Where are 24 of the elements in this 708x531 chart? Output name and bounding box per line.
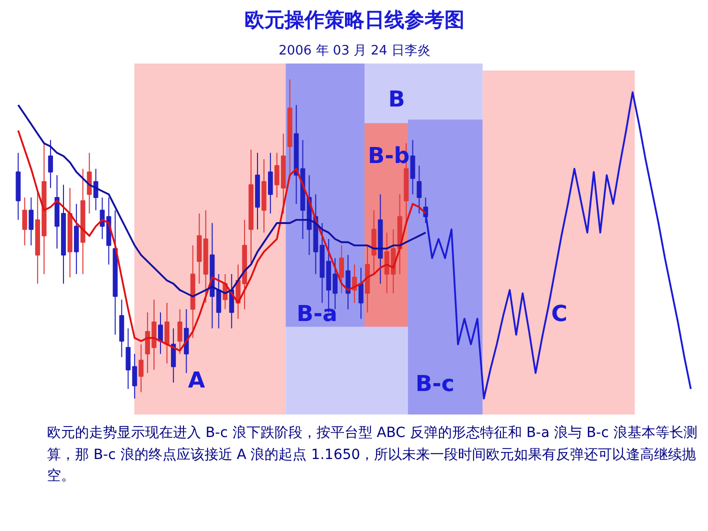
annotation: B-a — [296, 302, 338, 327]
text: 欧元的走势显示现在进入 B-c 浪下跌阶段，按平台型 ABC 反弹的形态特征和 B-a 浪与 B-c 浪基本等长测算，那 B-c 浪的终点应该接近 A 浪的起点 1.1650，所以未来一段时间欧元如果有反弹还可以逢高继续抛空。 — [47, 424, 698, 486]
candlestick — [268, 152, 273, 214]
candlestick — [177, 308, 182, 354]
candlestick — [164, 302, 170, 364]
candlestick — [170, 328, 176, 384]
candlestick — [358, 267, 364, 320]
candlestick — [48, 140, 53, 188]
annotation: A — [188, 368, 205, 394]
candlestick — [86, 152, 92, 214]
candlestick — [416, 165, 422, 214]
chart-title: 欧元操作策略日线参考图 — [244, 8, 464, 32]
candlestick — [346, 254, 350, 310]
candlestick — [138, 344, 144, 393]
annotation: C — [551, 302, 568, 327]
annotation: B-c — [415, 372, 454, 397]
candlestick — [28, 197, 34, 246]
chart-subtitle: 2006 年 03 月 24 日李炎 — [278, 44, 430, 58]
annotation: B — [388, 88, 406, 113]
candlestick — [22, 197, 28, 246]
candlestick — [410, 140, 416, 195]
candlestick — [158, 312, 163, 354]
annotation: B-b — [368, 144, 410, 169]
candlestick — [339, 244, 344, 294]
